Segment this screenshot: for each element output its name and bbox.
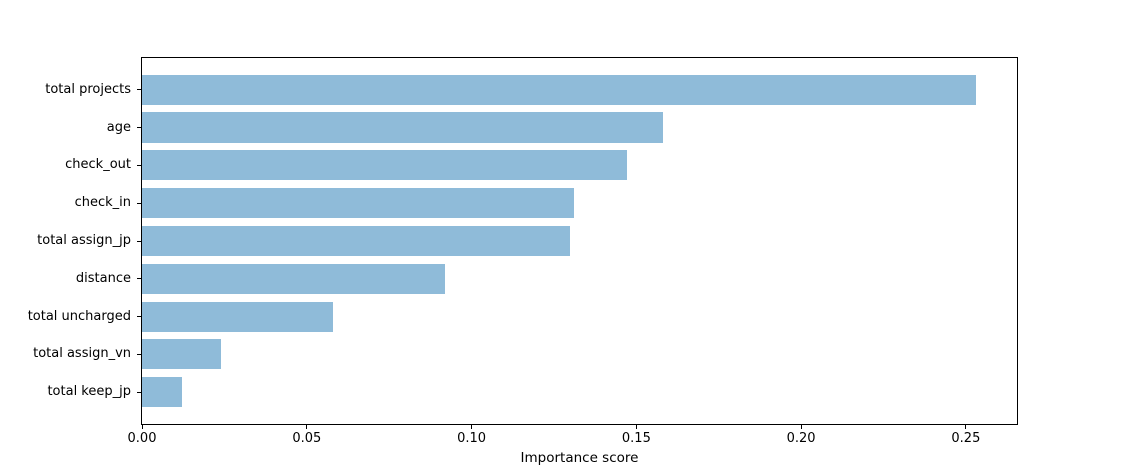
x-tick-label: 0.00: [127, 431, 157, 446]
x-axis-label: Importance score: [520, 450, 639, 466]
y-tick-label: total assign_jp: [37, 233, 131, 248]
x-tick-label: 0.15: [621, 431, 651, 446]
y-tick-label: check_in: [74, 195, 131, 211]
x-tick: [800, 425, 802, 429]
bar-distance: [142, 263, 446, 294]
bar-age: [142, 112, 663, 143]
bar-total-keep-jp: [142, 377, 182, 408]
y-tick-label: total uncharged: [27, 308, 131, 324]
x-tick: [471, 425, 473, 429]
x-tick: [306, 425, 308, 429]
y-tick-label: check_out: [65, 157, 131, 173]
y-tick-label: distance: [75, 270, 131, 286]
bar-check-out: [142, 150, 627, 181]
x-tick: [635, 425, 637, 429]
y-tick: [137, 89, 141, 91]
y-tick: [137, 316, 141, 318]
x-tick-label: 0.20: [786, 431, 816, 446]
x-tick: [965, 425, 967, 429]
bar-total-projects: [142, 74, 976, 105]
x-tick-label: 0.05: [292, 431, 322, 446]
bar-total-assign-jp: [142, 225, 571, 257]
y-tick-label: age: [106, 119, 131, 135]
y-tick: [137, 240, 141, 242]
y-tick-label: total projects: [45, 81, 131, 97]
x-tick: [141, 425, 143, 429]
y-tick-label: total keep_jp: [47, 384, 131, 400]
x-tick-label: 0.10: [457, 431, 487, 446]
bar-total-assign-vn: [142, 339, 222, 370]
y-tick-label: total assign_vn: [33, 346, 131, 362]
y-tick: [137, 164, 141, 166]
y-tick: [137, 353, 141, 355]
y-tick: [137, 127, 141, 129]
y-tick: [137, 391, 141, 393]
y-tick: [137, 202, 141, 204]
y-tick: [137, 278, 141, 280]
x-tick-label: 0.25: [951, 431, 981, 446]
bar-check-in: [142, 188, 574, 219]
bar-total-uncharged: [142, 301, 334, 332]
